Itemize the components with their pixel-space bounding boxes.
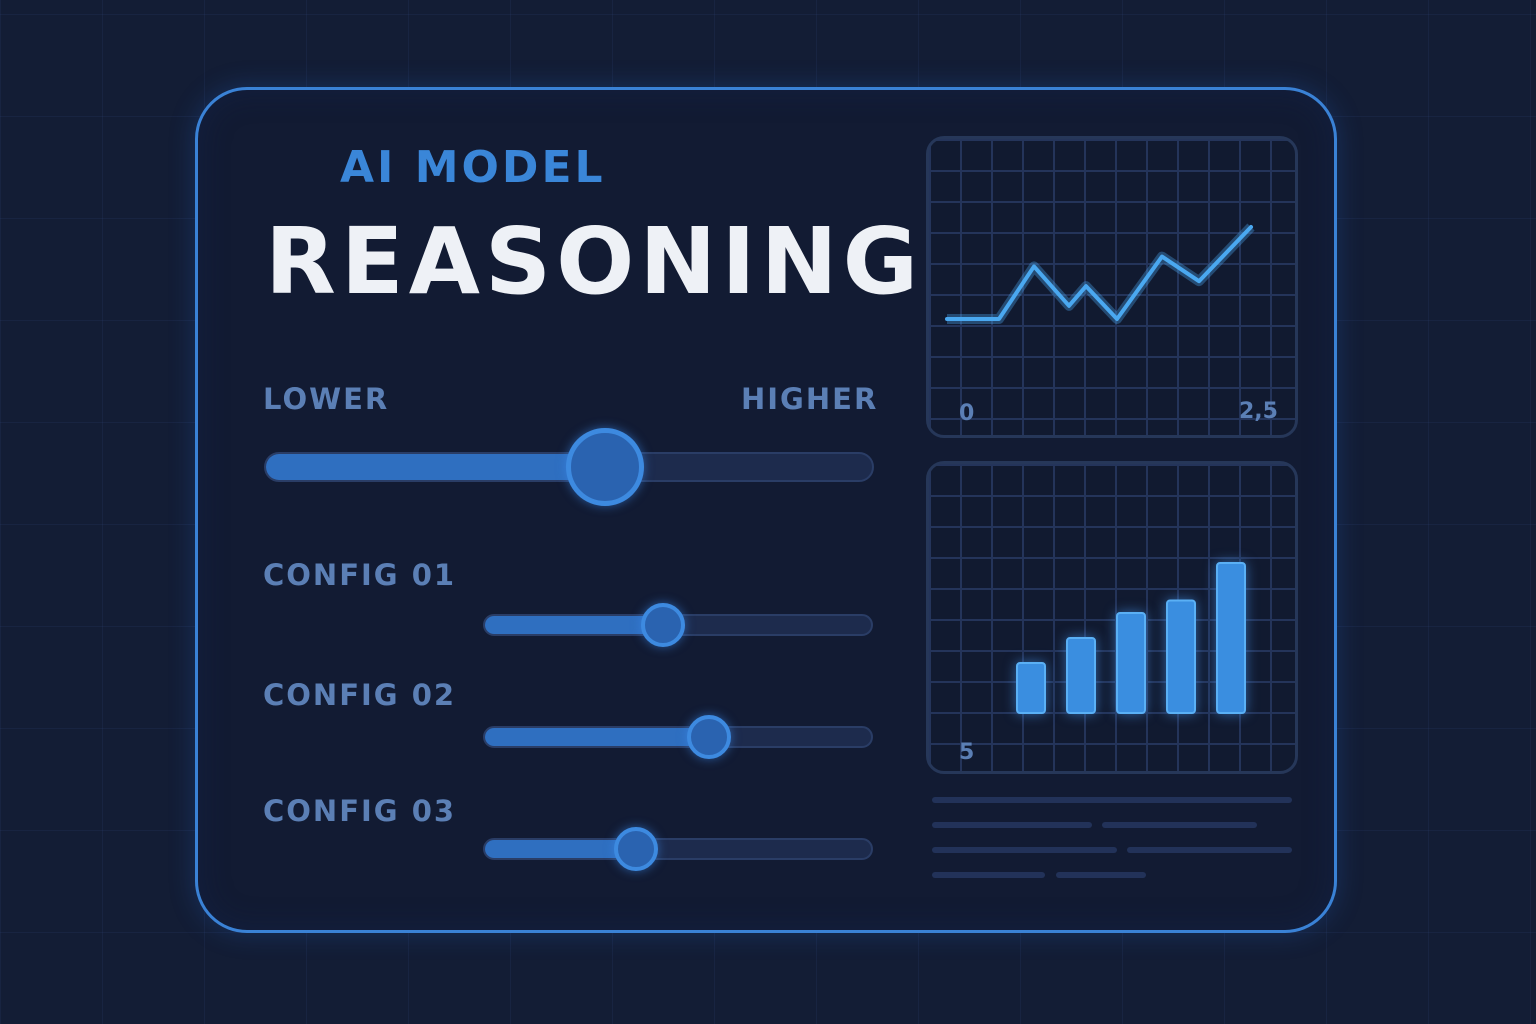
bar-5 — [1216, 562, 1246, 714]
bar-3 — [1116, 612, 1146, 714]
config-03-slider[interactable] — [483, 827, 873, 871]
config-01-slider[interactable] — [483, 603, 873, 647]
bar-chart-plot — [1016, 562, 1246, 714]
line-chart-x-max-label: 2,5 — [1239, 399, 1278, 424]
page-title: REASONING — [265, 208, 924, 315]
config-01-slider-fill — [485, 616, 663, 634]
reasoning-slider-thumb[interactable] — [566, 428, 645, 506]
config-03-label: CONFIG 03 — [263, 794, 457, 828]
line-chart: 0 2,5 — [926, 136, 1298, 438]
placeholder-line — [932, 822, 1092, 828]
reasoning-slider[interactable] — [264, 428, 874, 506]
bar-4 — [1166, 599, 1196, 714]
range-high-label: HIGHER — [741, 382, 879, 416]
bar-chart: 5 — [926, 461, 1298, 774]
config-02-slider[interactable] — [483, 715, 873, 759]
eyebrow-heading: AI MODEL — [340, 142, 606, 193]
config-02-label: CONFIG 02 — [263, 678, 457, 712]
config-02-slider-thumb[interactable] — [686, 715, 731, 759]
bar-1 — [1016, 662, 1046, 714]
line-chart-plot — [945, 223, 1255, 324]
bar-2 — [1066, 637, 1096, 714]
range-low-label: LOWER — [263, 382, 390, 416]
placeholder-line — [932, 797, 1292, 803]
placeholder-line — [932, 847, 1117, 853]
line-series — [945, 225, 1253, 321]
bar-chart-y-label: 5 — [959, 740, 975, 765]
placeholder-line — [1127, 847, 1292, 853]
placeholder-line — [932, 872, 1045, 878]
config-03-slider-fill — [485, 840, 636, 858]
reasoning-slider-fill — [266, 454, 606, 480]
config-01-label: CONFIG 01 — [263, 558, 457, 592]
line-chart-x-min-label: 0 — [959, 401, 975, 426]
config-03-slider-thumb[interactable] — [613, 827, 658, 871]
placeholder-line — [1056, 872, 1146, 878]
config-01-slider-thumb[interactable] — [640, 603, 685, 647]
config-02-slider-fill — [485, 728, 709, 746]
placeholder-line — [1102, 822, 1257, 828]
